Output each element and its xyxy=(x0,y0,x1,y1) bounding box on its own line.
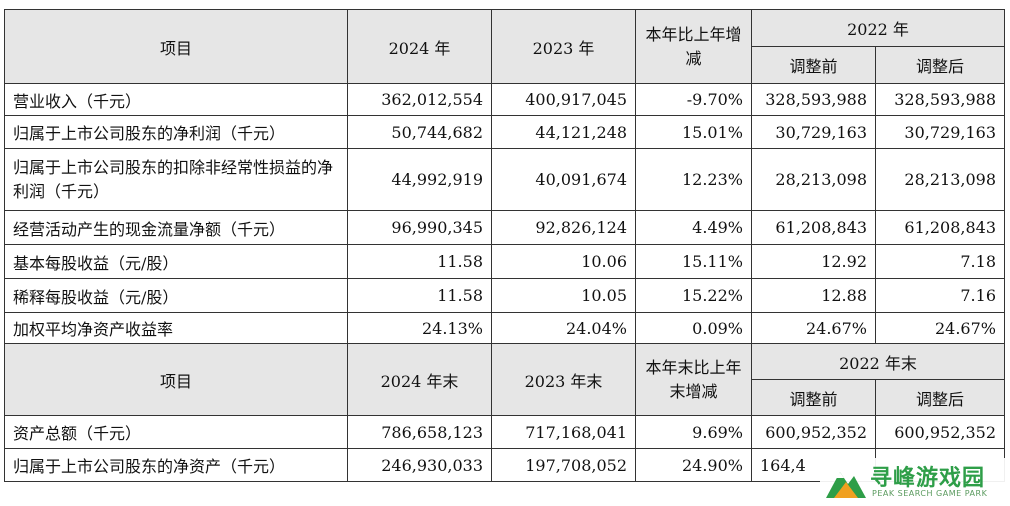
cell-2024: 362,012,554 xyxy=(347,83,492,116)
cell-2024: 96,990,345 xyxy=(347,210,492,245)
cell-change: -9.70% xyxy=(635,83,752,116)
cell-after: 600,952,352 xyxy=(875,415,1005,449)
watermark-name: 寻峰游戏园 xyxy=(870,466,986,491)
table-row: 基本每股收益（元/股） 11.58 10.06 15.11% 12.92 7.1… xyxy=(4,244,1005,279)
cell-2024: 24.13% xyxy=(347,312,492,344)
header-after-adjustment-2: 调整后 xyxy=(875,379,1005,416)
row-label: 加权平均净资产收益率 xyxy=(4,312,348,344)
table-row: 归属于上市公司股东的扣除非经常性损益的净利润（千元） 44,992,919 40… xyxy=(4,148,1005,211)
mountain-logo-icon xyxy=(826,472,866,498)
row-label: 营业收入（千元） xyxy=(4,83,348,116)
cell-after: 61,208,843 xyxy=(875,210,1005,245)
cell-2023: 197,708,052 xyxy=(491,448,636,482)
cell-2023: 24.04% xyxy=(491,312,636,344)
cell-2023: 44,121,248 xyxy=(491,115,636,149)
cell-2023: 40,091,674 xyxy=(491,148,636,211)
header-change-end: 本年末比上年末增减 xyxy=(635,343,752,416)
row-label: 归属于上市公司股东的扣除非经常性损益的净利润（千元） xyxy=(4,148,348,211)
cell-before: 28,213,098 xyxy=(751,148,876,211)
header-2024-end: 2024 年末 xyxy=(347,343,492,416)
cell-after: 7.16 xyxy=(875,278,1005,313)
cell-before: 24.67% xyxy=(751,312,876,344)
table-row: 资产总额（千元） 786,658,123 717,168,041 9.69% 6… xyxy=(4,415,1005,449)
header-2024: 2024 年 xyxy=(347,9,492,84)
cell-change: 24.90% xyxy=(635,448,752,482)
cell-after: 7.18 xyxy=(875,244,1005,279)
header-2023-end: 2023 年末 xyxy=(491,343,636,416)
cell-change: 12.23% xyxy=(635,148,752,211)
row-label: 基本每股收益（元/股） xyxy=(4,244,348,279)
row-label: 稀释每股收益（元/股） xyxy=(4,278,348,313)
cell-change: 0.09% xyxy=(635,312,752,344)
header-item: 项目 xyxy=(4,9,348,84)
cell-after: 328,593,988 xyxy=(875,83,1005,116)
cell-change: 4.49% xyxy=(635,210,752,245)
cell-2024: 11.58 xyxy=(347,278,492,313)
table-row: 营业收入（千元） 362,012,554 400,917,045 -9.70% … xyxy=(4,83,1005,116)
header-before-adjustment: 调整前 xyxy=(751,46,876,84)
table-row: 加权平均净资产收益率 24.13% 24.04% 0.09% 24.67% 24… xyxy=(4,312,1005,344)
cell-after: 28,213,098 xyxy=(875,148,1005,211)
watermark: 寻峰游戏园 PEAK SEARCH GAME PARK xyxy=(820,458,1006,504)
header-after-adjustment: 调整后 xyxy=(875,46,1005,84)
financial-table: 项目 2024 年 2023 年 本年比上年增减 2022 年 调整前 调整后 … xyxy=(4,9,1005,482)
cell-2024: 786,658,123 xyxy=(347,415,492,449)
cell-2023: 400,917,045 xyxy=(491,83,636,116)
cell-2023: 717,168,041 xyxy=(491,415,636,449)
row-label: 归属于上市公司股东的净利润（千元） xyxy=(4,115,348,149)
cell-2024: 44,992,919 xyxy=(347,148,492,211)
table-row: 归属于上市公司股东的净资产（千元） 246,930,033 197,708,05… xyxy=(4,448,1005,482)
row-label: 归属于上市公司股东的净资产（千元） xyxy=(4,448,348,482)
cell-2024: 246,930,033 xyxy=(347,448,492,482)
cell-2023: 92,826,124 xyxy=(491,210,636,245)
header-change: 本年比上年增减 xyxy=(635,9,752,84)
cell-change: 15.01% xyxy=(635,115,752,149)
cell-change: 15.11% xyxy=(635,244,752,279)
cell-after: 30,729,163 xyxy=(875,115,1005,149)
table-row: 经营活动产生的现金流量净额（千元） 96,990,345 92,826,124 … xyxy=(4,210,1005,245)
cell-change: 15.22% xyxy=(635,278,752,313)
cell-2023: 10.06 xyxy=(491,244,636,279)
cell-before: 12.92 xyxy=(751,244,876,279)
cell-change: 9.69% xyxy=(635,415,752,449)
cell-before: 61,208,843 xyxy=(751,210,876,245)
watermark-subtitle: PEAK SEARCH GAME PARK xyxy=(872,489,988,498)
header-2023: 2023 年 xyxy=(491,9,636,84)
header-2022: 2022 年 xyxy=(751,9,1005,47)
cell-2024: 50,744,682 xyxy=(347,115,492,149)
table-row: 归属于上市公司股东的净利润（千元） 50,744,682 44,121,248 … xyxy=(4,115,1005,149)
header-before-adjustment-2: 调整前 xyxy=(751,379,876,416)
row-label: 资产总额（千元） xyxy=(4,415,348,449)
header-item-2: 项目 xyxy=(4,343,348,416)
cell-before: 328,593,988 xyxy=(751,83,876,116)
cell-before: 12.88 xyxy=(751,278,876,313)
cell-2024: 11.58 xyxy=(347,244,492,279)
row-label: 经营活动产生的现金流量净额（千元） xyxy=(4,210,348,245)
header-2022-end: 2022 年末 xyxy=(751,343,1005,380)
cell-2023: 10.05 xyxy=(491,278,636,313)
cell-before: 30,729,163 xyxy=(751,115,876,149)
table-row: 稀释每股收益（元/股） 11.58 10.05 15.22% 12.88 7.1… xyxy=(4,278,1005,313)
cell-after: 24.67% xyxy=(875,312,1005,344)
cell-before: 600,952,352 xyxy=(751,415,876,449)
